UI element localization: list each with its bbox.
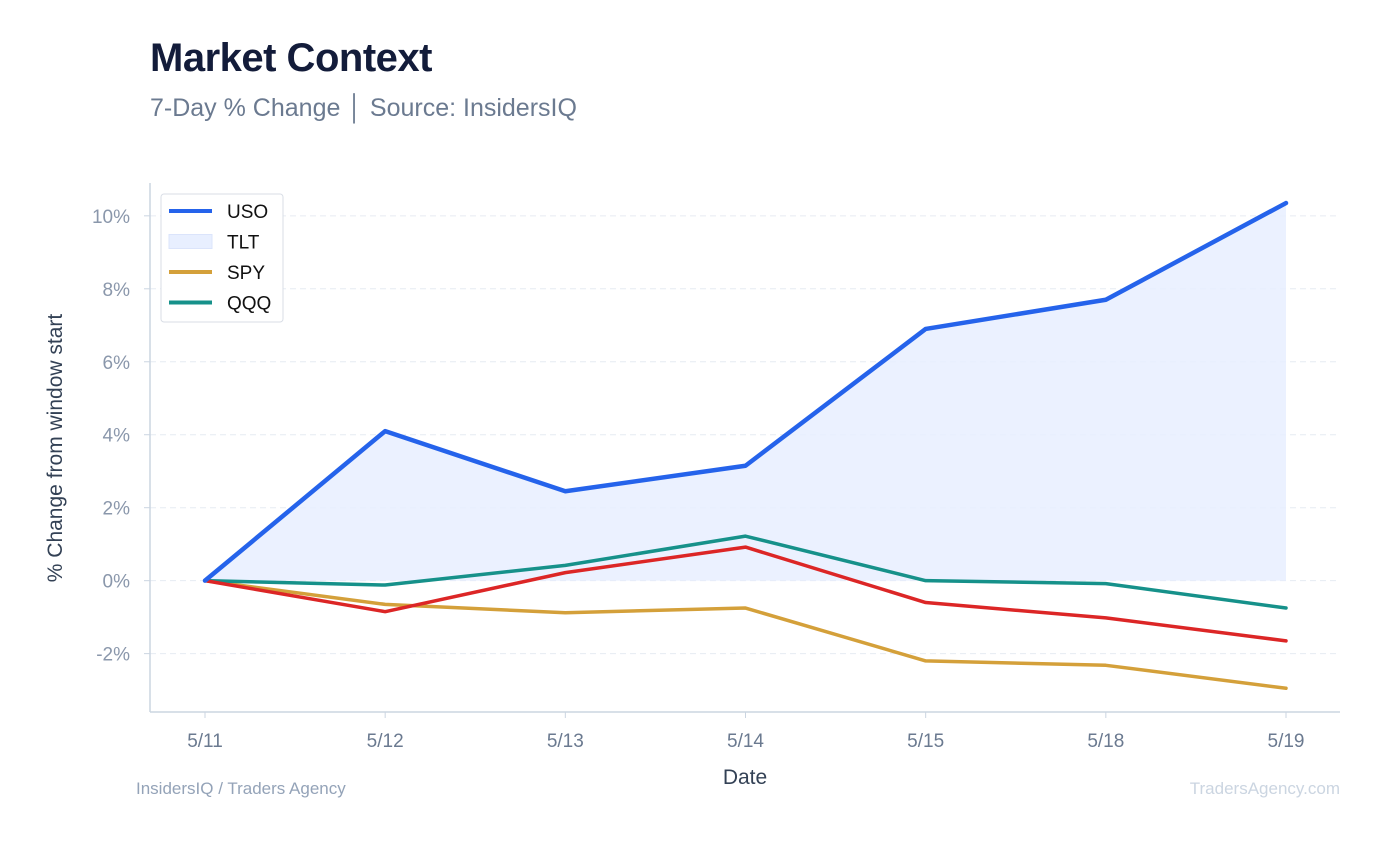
chart-title: Market Context [150, 36, 432, 80]
x-tick-label: 5/19 [1268, 731, 1305, 752]
y-tick-label: -2% [96, 645, 130, 666]
legend-label: USO [227, 202, 268, 223]
footer-credit: InsidersIQ / Traders Agency [136, 779, 346, 798]
area-layer [205, 203, 1286, 581]
y-tick-label: 8% [103, 280, 131, 301]
y-tick-label: 6% [103, 353, 131, 374]
x-tick-label: 5/11 [187, 731, 223, 752]
legend-box [160, 193, 284, 323]
legend-label: QQQ [227, 294, 271, 315]
y-tick-label: 0% [103, 572, 131, 593]
x-tick-label: 5/13 [547, 731, 584, 752]
legend-label: SPY [227, 263, 265, 284]
x-tick-label: 5/14 [727, 731, 764, 752]
y-tick-label: 10% [92, 207, 130, 228]
y-axis-title: % Change from window start [44, 314, 67, 583]
y-tick-label: 4% [103, 426, 131, 447]
legend: USO TLT SPY QQQ [160, 193, 284, 323]
series-lines [202, 200, 1289, 691]
axes [144, 183, 1340, 718]
x-tick-label: 5/18 [1087, 731, 1124, 752]
x-tick-label: 5/12 [367, 731, 404, 752]
x-axis-title: Date [723, 766, 767, 789]
chart-subtitle: 7-Day % Change │ Source: InsidersIQ [150, 94, 577, 122]
tick-labels: -2% 0% 2% 4% 6% 8% 10% 5/11 5/12 5/13 5/14 5/15 5/18… [92, 207, 1305, 752]
footer-site: TradersAgency.com [1189, 779, 1340, 798]
x-tick-label: 5/15 [907, 731, 944, 752]
legend-label: TLT [227, 233, 260, 254]
y-tick-label: 2% [103, 499, 131, 520]
legend-swatch-tlt [168, 234, 213, 249]
area-fill [205, 203, 1286, 581]
spy-line [203, 578, 1288, 691]
